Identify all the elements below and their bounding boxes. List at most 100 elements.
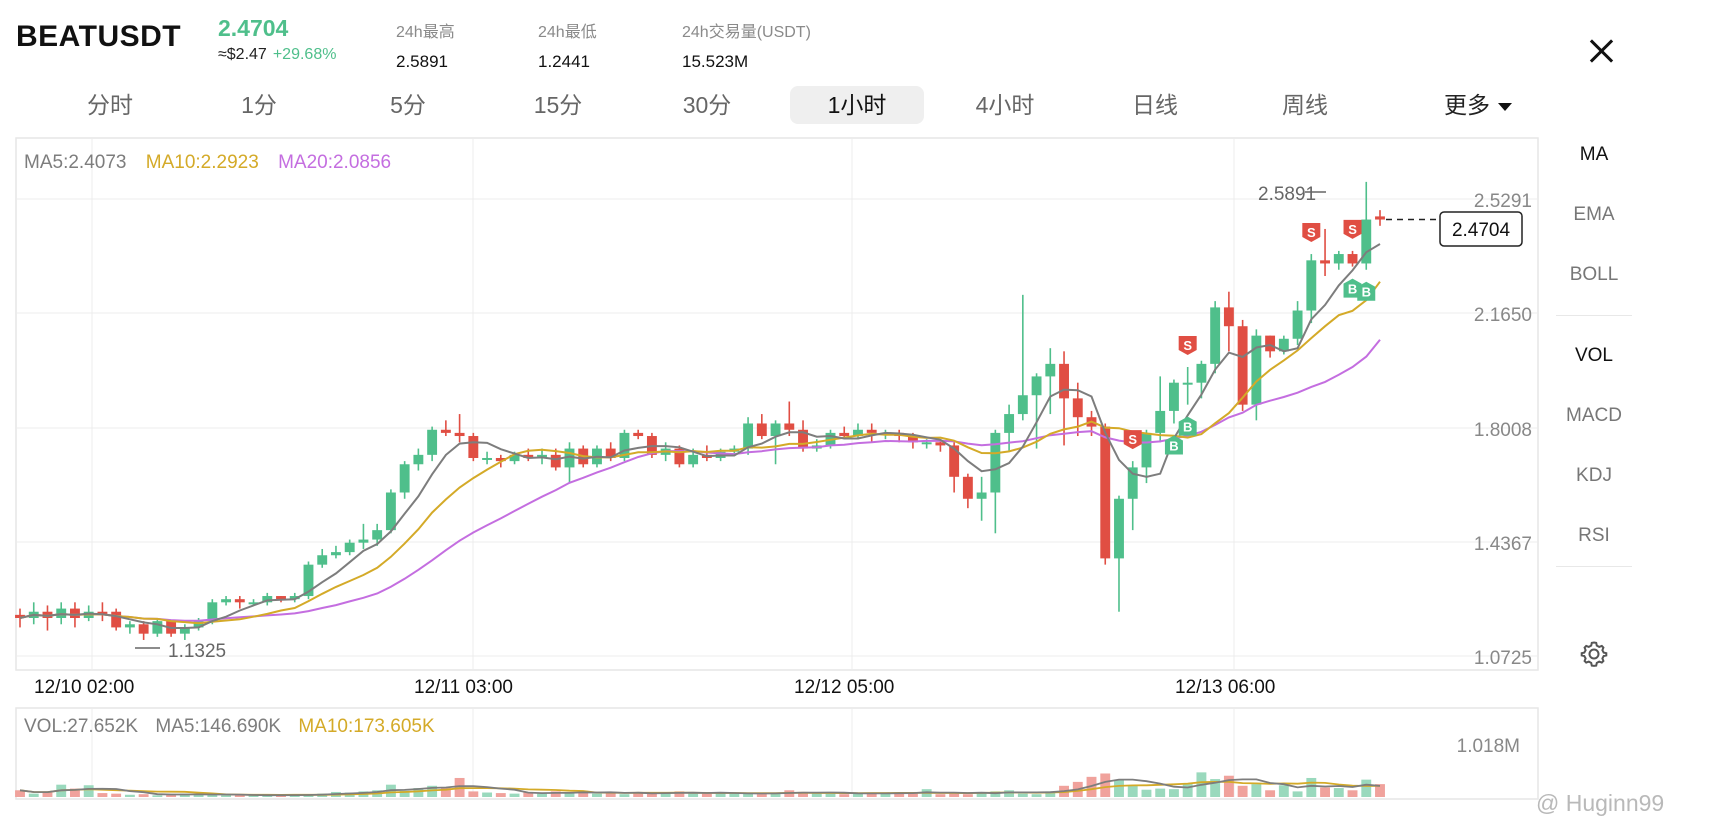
high-price-label: 2.5891: [1258, 184, 1316, 205]
price-change-percent: +29.68%: [272, 46, 337, 63]
side-item-ma[interactable]: MA: [1579, 144, 1609, 165]
tab-5m[interactable]: 5分: [390, 92, 426, 118]
time-label: 12/13 06:00: [1175, 677, 1275, 698]
volume-bar: [482, 792, 493, 797]
tab-1m[interactable]: 1分: [241, 92, 277, 118]
side-item-macd[interactable]: MACD: [1566, 405, 1622, 426]
candle-body: [1059, 363, 1069, 399]
candle-body: [674, 448, 685, 465]
candle-body: [1196, 363, 1207, 383]
candle-body: [1306, 260, 1317, 311]
volume-bar: [1278, 785, 1289, 797]
tab-time-sharing[interactable]: 分时: [87, 92, 133, 118]
caret-down-icon: [1498, 102, 1512, 111]
volume-bar: [798, 791, 808, 797]
volume-bar: [1114, 780, 1124, 797]
stat-24h-high: 24h最高 2.5891: [396, 18, 455, 72]
candle-body: [248, 602, 259, 605]
candle-body: [1031, 376, 1042, 396]
candle-body: [1100, 426, 1111, 559]
candle-body: [1375, 216, 1385, 220]
volume-bar: [1127, 785, 1138, 797]
candle-body: [839, 432, 850, 437]
candle-body: [1210, 307, 1221, 364]
volume-bar: [221, 795, 232, 797]
volume-bar: [124, 794, 135, 797]
marker-badge: [1343, 219, 1362, 239]
candle-body: [221, 599, 232, 603]
volume-bar: [756, 794, 767, 797]
side-item-ema[interactable]: EMA: [1573, 204, 1615, 225]
volume-bar: [83, 785, 94, 797]
volume-bar: [550, 791, 561, 797]
side-item-boll[interactable]: BOLL: [1569, 264, 1619, 285]
candle-body: [234, 599, 245, 603]
tab-15m[interactable]: 15分: [533, 92, 583, 118]
volume-bar: [619, 794, 630, 797]
candle-body: [853, 429, 863, 437]
sell-marker: S: [1302, 223, 1321, 243]
volume-bar: [1168, 789, 1179, 797]
stat-value: 1.2441: [538, 52, 590, 71]
tab-more[interactable]: 更多: [1418, 86, 1538, 124]
volume-bar: [729, 793, 740, 797]
price-tick: 2.1650: [1474, 305, 1532, 326]
volume-bar: [207, 794, 218, 797]
volume-bar: [949, 793, 960, 797]
volume-bar: [1237, 785, 1248, 797]
candle-body: [440, 429, 451, 433]
candle-body: [770, 423, 781, 437]
sell-marker: S: [1123, 430, 1142, 450]
candle-body: [1361, 219, 1372, 264]
volume-bar: [907, 793, 918, 797]
side-item-kdj[interactable]: KDJ: [1576, 465, 1612, 486]
stat-value: 2.5891: [396, 52, 448, 71]
candle-body: [399, 464, 410, 493]
last-price-box-label: 2.4704: [1452, 220, 1511, 241]
side-item-rsi[interactable]: RSI: [1578, 525, 1610, 546]
volume-bar: [234, 795, 245, 797]
volume-bar: [15, 790, 25, 797]
volume-bar: [1045, 791, 1056, 797]
candle-body: [962, 476, 973, 499]
candle-body: [1072, 398, 1083, 418]
tab-weekly[interactable]: 周线: [1282, 92, 1328, 118]
volume-bar: [646, 793, 657, 797]
tab-30m[interactable]: 30分: [682, 92, 732, 118]
ma10-legend: MA10:2.2923: [146, 152, 259, 173]
symbol-name: BEATUSDT: [16, 20, 182, 53]
volume-panel-border: [15, 707, 1539, 800]
candle-body: [798, 429, 808, 449]
tab-daily[interactable]: 日线: [1132, 92, 1178, 118]
tab-1h[interactable]: 1小时: [790, 86, 924, 124]
volume-bar: [1155, 788, 1166, 797]
sell-marker: S: [1343, 219, 1362, 239]
marker-label: B: [1169, 438, 1178, 453]
volume-bar: [193, 794, 204, 797]
candle-body: [688, 454, 699, 465]
marker-label: S: [1128, 432, 1137, 447]
marker-label: S: [1183, 338, 1192, 353]
volume-bar: [1182, 784, 1193, 797]
tab-4h[interactable]: 4小时: [975, 92, 1035, 118]
price-tick: 1.8008: [1474, 420, 1532, 441]
last-price: 2.4704: [218, 15, 289, 41]
settings-gear-icon[interactable]: [1580, 640, 1608, 668]
candle-body: [1292, 310, 1303, 339]
volume-bar: [1017, 793, 1028, 797]
marker-badge: [1164, 435, 1183, 455]
candle-body: [921, 442, 932, 445]
last-price-marker: 2.4704: [1386, 211, 1523, 247]
candle-body: [70, 608, 80, 618]
marker-label: S: [1348, 222, 1357, 237]
candle-body: [990, 432, 1001, 493]
side-item-vol[interactable]: VOL: [1574, 345, 1614, 366]
candle-body: [482, 457, 493, 460]
candle-body: [935, 442, 946, 446]
volume-bar: [413, 788, 424, 797]
volume-bar: [715, 792, 726, 797]
candle-body: [15, 614, 25, 618]
volume-bar: [688, 793, 699, 797]
tab-more-label: 更多: [1444, 92, 1490, 118]
